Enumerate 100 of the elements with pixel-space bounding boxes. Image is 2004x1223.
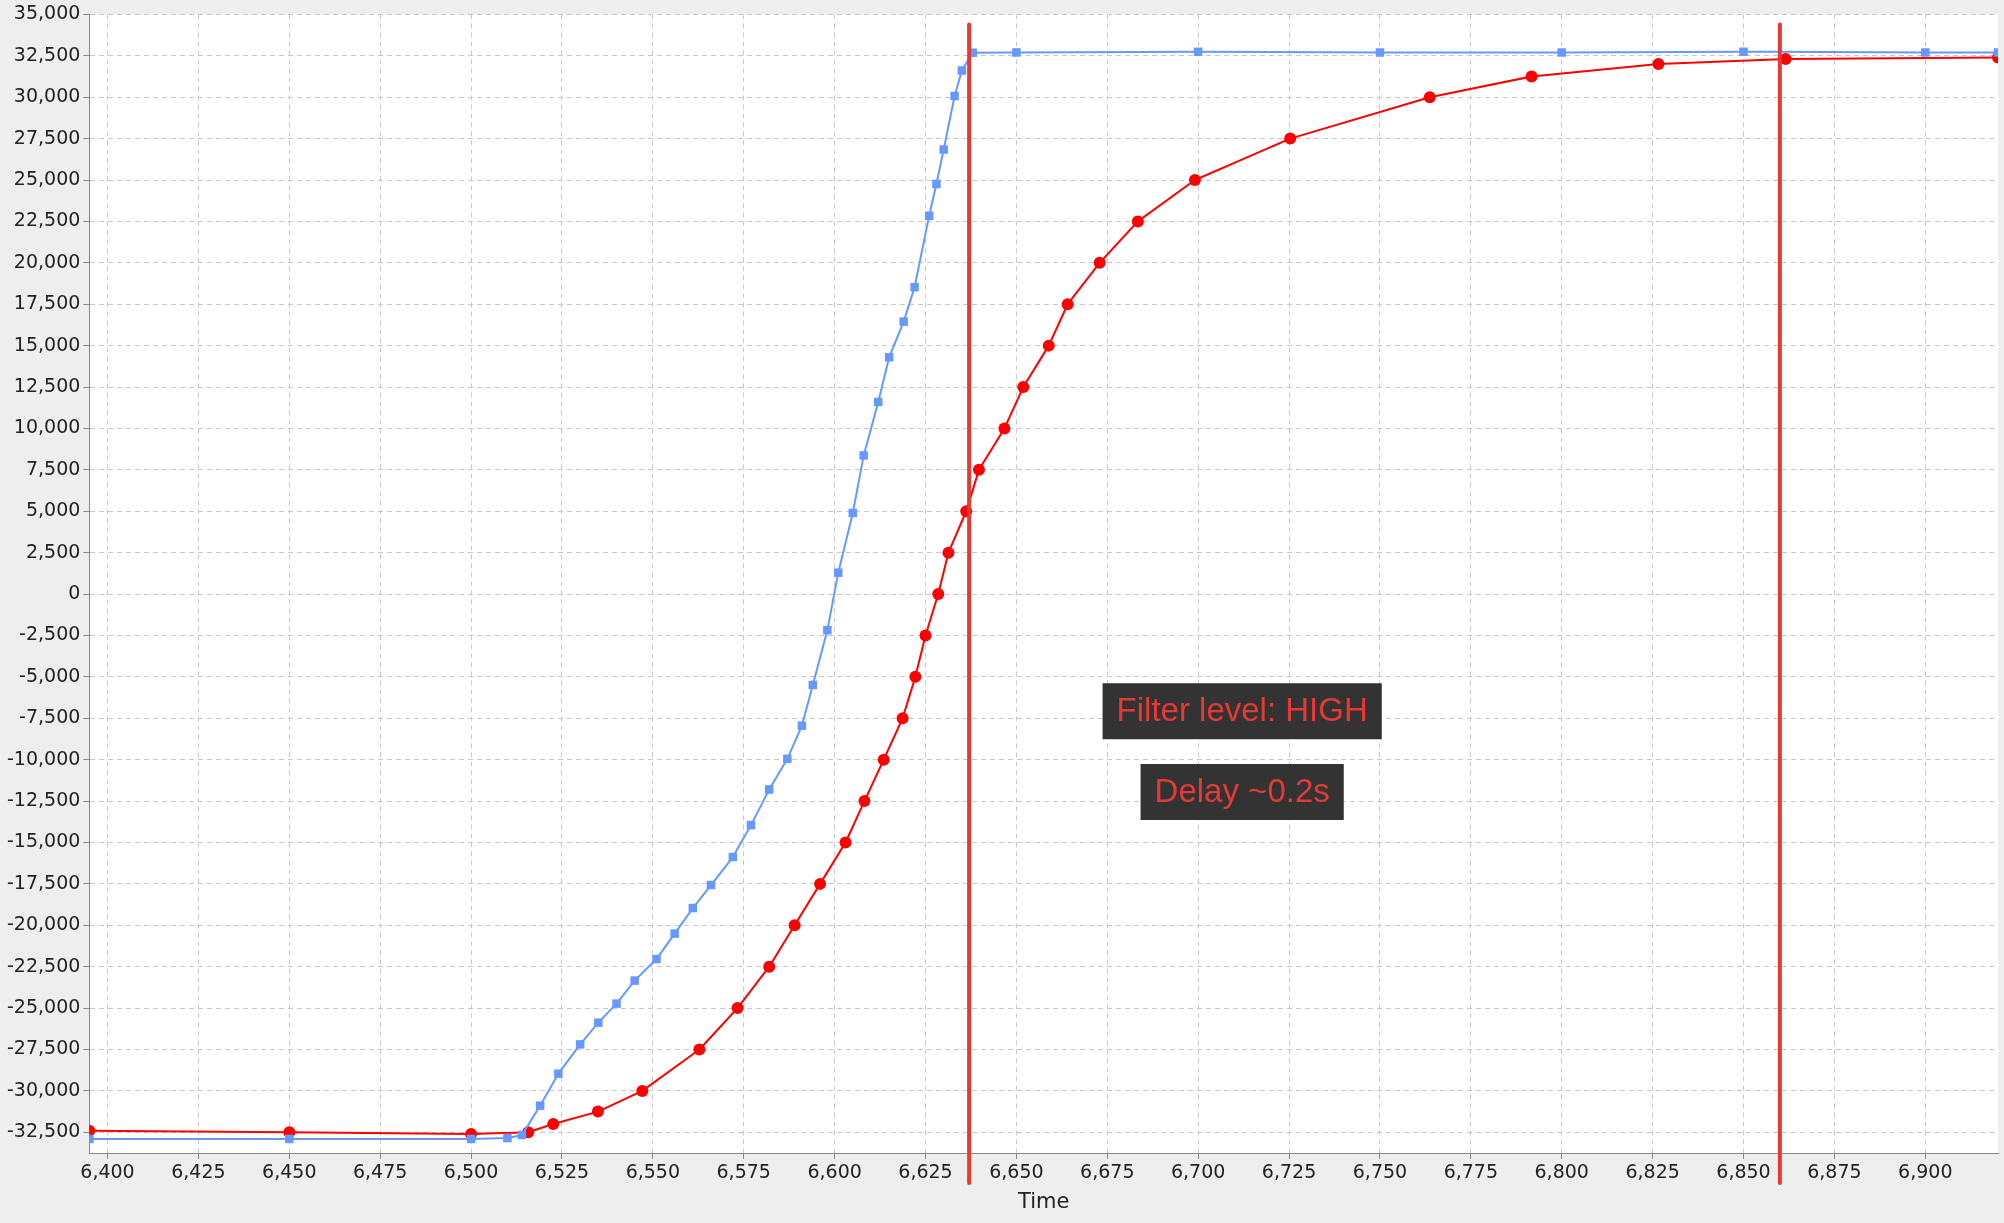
point [899,317,908,326]
point [919,629,932,642]
x-tick-label: 6,600 [807,1160,862,1183]
annotation: Delay ~0.2s [1154,772,1330,810]
y-tick-label: 25,000 [13,166,81,189]
x-tick-label: 6,550 [625,1160,681,1183]
y-tick-label: 15,000 [13,332,81,355]
y-tick-label: 2,500 [25,539,81,562]
x-tick-label: 6,425 [171,1160,226,1183]
point [932,179,941,189]
point [630,976,639,985]
x-tick-label: 6,450 [262,1160,317,1183]
point [1284,132,1297,145]
x-axis-title: Time [1016,1188,1070,1213]
annotation: Filter level: HIGH [1116,691,1368,729]
point [972,463,985,476]
y-tick-label: -32,500 [6,1119,81,1142]
point [797,721,807,730]
point [859,451,868,460]
x-tick-label: 6,850 [1716,1160,1771,1183]
point [783,754,792,764]
point [693,1043,706,1056]
y-tick-label: 7,500 [25,456,81,479]
x-tick-label: 6,475 [352,1160,408,1183]
point [1017,381,1030,394]
x-tick-label: 6,900 [1898,1160,1953,1183]
x-tick-label: 6,625 [898,1160,953,1183]
y-tick-label: 5,000 [25,498,81,521]
point [788,919,801,932]
point [1193,47,1203,56]
point [1012,48,1021,57]
point [503,1133,512,1143]
point [1652,58,1665,71]
point [764,785,774,794]
y-tick-label: -22,500 [6,953,81,976]
y-tick-label: 10,000 [13,415,81,438]
x-tick-label: 6,825 [1625,1160,1680,1183]
x-tick-label: 6,725 [1261,1160,1317,1183]
point [1131,215,1144,228]
point [932,588,945,601]
point [1423,91,1436,104]
x-tick-label: 6,700 [1170,1160,1226,1183]
point [909,670,922,683]
point [896,712,909,725]
point [636,1084,649,1097]
point [814,877,827,890]
y-tick-label: -7,500 [19,705,81,728]
point [877,753,890,766]
y-tick-label: -12,500 [6,788,81,811]
y-tick-label: -5,000 [19,663,81,686]
point [910,282,919,292]
point [554,1069,563,1078]
y-tick-label: 30,000 [13,84,81,107]
x-tick-label: 6,575 [716,1160,771,1183]
point [763,960,776,973]
y-tick-label: 12,500 [13,373,81,396]
point [1061,298,1074,311]
y-tick-label: 32,500 [13,42,81,65]
y-tick-label: -20,000 [6,912,81,935]
x-tick-label: 6,400 [80,1160,135,1183]
y-tick-label: 0 [68,580,81,603]
point [612,999,621,1008]
point [858,795,871,808]
point [998,422,1011,435]
x-tick-label: 6,650 [989,1160,1044,1183]
point [834,568,843,577]
point [547,1118,560,1131]
point [591,1105,604,1118]
point [1739,47,1748,56]
y-tick-label: -10,000 [6,746,81,769]
point [285,1134,294,1144]
point [823,625,832,635]
point [1375,48,1385,57]
y-tick-label: -15,000 [6,829,81,852]
point [670,929,679,938]
point [652,954,661,964]
y-tick-label: 17,500 [13,291,81,314]
point [839,836,852,849]
point [1042,339,1055,352]
point [1093,256,1106,269]
y-tick-label: 35,000 [13,1,81,24]
y-tick-label: 20,000 [13,249,81,272]
point [942,546,955,559]
point [1525,70,1538,83]
y-tick-label: -17,500 [6,870,81,893]
y-tick-label: 27,500 [13,125,81,148]
x-tick-label: 6,750 [1352,1160,1408,1183]
point [939,145,948,154]
point [575,1040,585,1049]
y-tick-label: -2,500 [19,622,81,645]
x-tick-label: 6,500 [443,1160,499,1183]
point [1188,174,1201,187]
y-tick-label: -25,000 [6,995,81,1018]
point [1921,48,1930,57]
y-tick-label: -30,000 [6,1077,81,1100]
y-tick-label: -27,500 [6,1036,81,1059]
point [535,1101,545,1110]
point [594,1018,603,1027]
x-tick-label: 6,775 [1443,1160,1499,1183]
y-tick-label: 22,500 [13,208,81,231]
